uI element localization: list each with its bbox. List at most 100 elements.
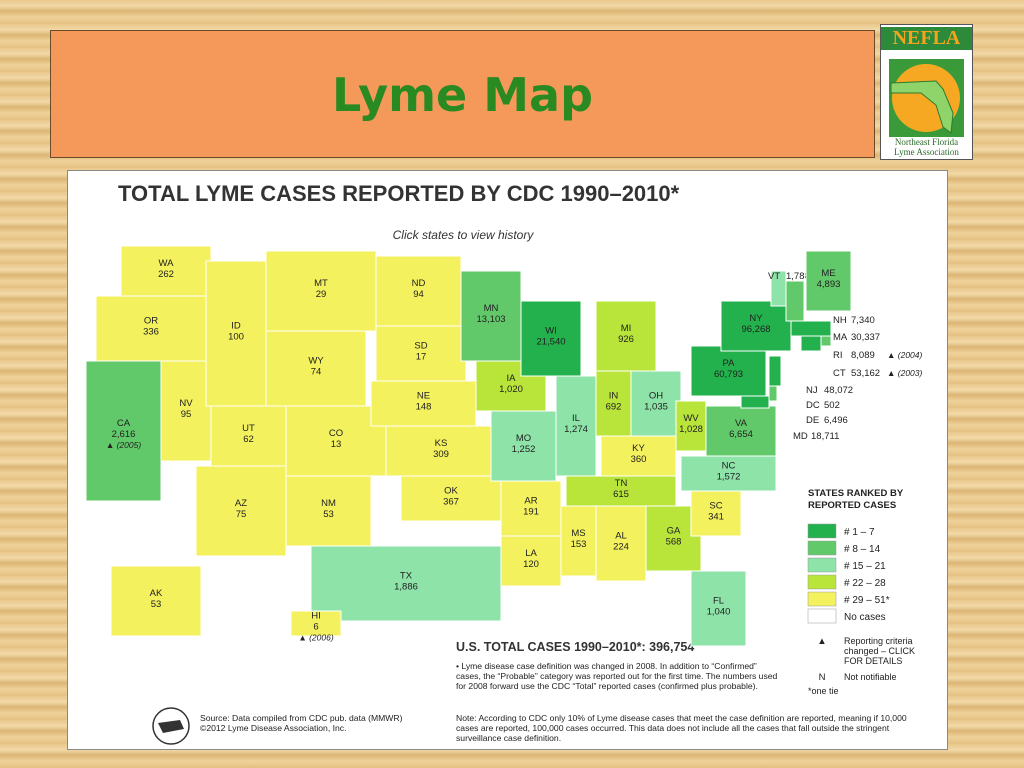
legend-symbol-label: Reporting criteria [844, 636, 913, 646]
state-cases: 96,268 [741, 324, 770, 335]
state [285, 475, 372, 547]
state-abbr: WY [308, 356, 324, 367]
state-cases: 100 [228, 332, 244, 343]
state-abbr: DC [806, 400, 820, 411]
state [768, 385, 778, 402]
state-abbr: MS [571, 528, 585, 539]
state-abbr: HI [311, 611, 321, 622]
logo-caption-line: Northeast Florida [894, 137, 959, 147]
state-cases: 53 [323, 509, 334, 520]
state-abbr: ME [821, 268, 835, 279]
state [520, 300, 582, 377]
state-cases: 62 [243, 434, 254, 445]
state-cases: 17 [416, 352, 427, 363]
logo: NEFLA Northeast Florida Lyme Association [880, 24, 973, 160]
state-abbr: WV [683, 413, 699, 424]
state-abbr: IA [507, 373, 517, 384]
state-cases: 262 [158, 269, 174, 280]
state-abbr: VT [768, 271, 780, 282]
state-abbr: WA [159, 258, 175, 269]
state-abbr: CA [117, 418, 131, 429]
state-cases: 336 [143, 327, 159, 338]
legend-title: STATES RANKED BY [808, 488, 904, 499]
state [310, 545, 502, 622]
state-note: ▲ (2005) [106, 440, 142, 450]
logo-caption-line: Lyme Association [894, 147, 959, 157]
title-box: Lyme Map [50, 30, 875, 158]
state [690, 490, 742, 537]
state-cases: 615 [613, 489, 629, 500]
state-cases: 568 [666, 537, 682, 548]
state-abbr: NV [179, 398, 193, 409]
state-cases: 341 [708, 512, 724, 523]
state-abbr: MD [793, 431, 808, 442]
state [820, 335, 832, 347]
state-cases: 53 [151, 599, 162, 610]
state-cases: 1,274 [564, 424, 588, 435]
state [400, 475, 502, 522]
map-subtitle: Click states to view history [393, 228, 535, 242]
state-abbr: NM [321, 498, 336, 509]
state-note: ▲ (2004) [887, 350, 923, 360]
state-abbr: MA [833, 332, 848, 343]
state-cases: 1,020 [499, 384, 523, 395]
state-cases: 1,252 [512, 444, 536, 455]
state-cases: 8,089 [851, 350, 875, 361]
map-panel: TOTAL LYME CASES REPORTED BY CDC 1990–20… [67, 170, 948, 750]
state [600, 435, 677, 477]
state-cases: 18,711 [811, 431, 839, 442]
definition-note: • Lyme disease case definition was chang… [456, 661, 778, 691]
legend-label: No cases [844, 612, 886, 623]
state [160, 360, 212, 462]
state [500, 480, 562, 537]
state-abbr: OK [444, 486, 458, 497]
state-abbr: ND [412, 278, 426, 289]
slide-title: Lyme Map [331, 68, 594, 122]
state-cases: 191 [523, 507, 539, 518]
state [560, 505, 597, 577]
state-abbr: MT [314, 278, 328, 289]
state [555, 375, 597, 477]
state-cases: 13,103 [476, 314, 505, 325]
state [675, 400, 707, 452]
state [705, 405, 777, 457]
legend-symbol: N [819, 672, 826, 683]
state [800, 335, 822, 352]
state-abbr: VA [735, 418, 748, 429]
cdc-note: Note: According to CDC only 10% of Lyme … [456, 713, 907, 743]
map-title: TOTAL LYME CASES REPORTED BY CDC 1990–20… [118, 181, 680, 206]
state-abbr: NY [749, 313, 763, 324]
state-abbr: NH [833, 315, 847, 326]
state-cases: 74 [311, 367, 322, 378]
state [110, 565, 202, 637]
state-cases: 1,035 [644, 402, 668, 413]
state [290, 610, 342, 637]
state [285, 405, 387, 477]
legend-swatch [807, 523, 837, 539]
state [690, 345, 767, 397]
source-line: Source: Data compiled from CDC pub. data… [200, 713, 403, 723]
state-cases: 4,893 [817, 279, 841, 290]
state-cases: 1,788 [786, 271, 810, 282]
state [210, 405, 287, 467]
state [740, 395, 770, 409]
state [265, 250, 377, 332]
state-cases: 53,162 [851, 368, 880, 379]
state-cases: 95 [181, 409, 192, 420]
state-abbr: SC [709, 501, 722, 512]
state-abbr: NC [722, 461, 736, 472]
seal-map [158, 720, 184, 733]
state-note: ▲ (2006) [298, 633, 334, 643]
state-cases: 6 [313, 622, 318, 633]
state-abbr: TN [615, 478, 628, 489]
state [370, 380, 477, 427]
state-cases: 60,793 [714, 369, 743, 380]
state-abbr: KS [435, 438, 448, 449]
total: U.S. TOTAL CASES 1990–2010*: 396,754 [456, 640, 694, 654]
state-cases: 926 [618, 334, 634, 345]
state-cases: 94 [413, 289, 424, 300]
state-abbr: AR [524, 496, 537, 507]
state-cases: 309 [433, 449, 449, 460]
state-abbr: FL [713, 596, 724, 607]
